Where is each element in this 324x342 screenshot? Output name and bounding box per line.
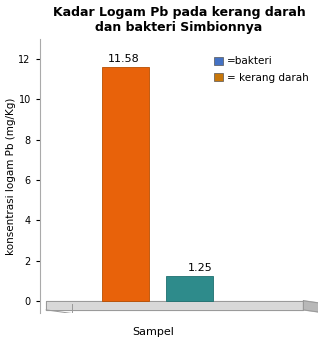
Legend: =bakteri, = kerang darah: =bakteri, = kerang darah bbox=[210, 52, 313, 87]
Polygon shape bbox=[304, 301, 324, 314]
Bar bbox=[166, 276, 214, 301]
Text: 11.58: 11.58 bbox=[108, 54, 139, 65]
Polygon shape bbox=[46, 301, 304, 310]
Y-axis label: konsentrasi logam Pb (mg/Kg): konsentrasi logam Pb (mg/Kg) bbox=[6, 97, 16, 254]
Text: 1.25: 1.25 bbox=[188, 263, 213, 273]
Title: Kadar Logam Pb pada kerang darah
dan bakteri Simbionnya: Kadar Logam Pb pada kerang darah dan bak… bbox=[53, 5, 306, 34]
Text: Sampel: Sampel bbox=[133, 327, 174, 337]
Bar bbox=[102, 67, 149, 301]
